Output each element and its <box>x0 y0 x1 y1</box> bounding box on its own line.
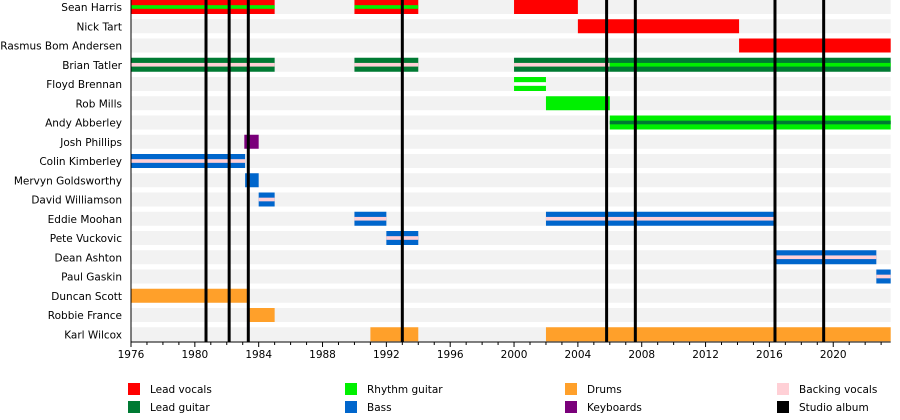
legend-label: Backing vocals <box>799 384 877 396</box>
row-background <box>131 0 891 14</box>
row-background <box>131 154 891 168</box>
row-background <box>131 96 891 111</box>
member-name: Paul Gaskin <box>61 272 122 284</box>
member-name: Floyd Brennan <box>46 79 122 91</box>
legend-swatch <box>565 401 577 413</box>
member-bar-stripe <box>258 197 275 202</box>
x-tick-label: 1988 <box>309 349 336 361</box>
row-background <box>131 19 891 34</box>
member-name: Robbie France <box>48 310 122 322</box>
member-name: David Williamson <box>31 195 122 207</box>
x-tick-label: 2000 <box>501 349 528 361</box>
member-name: Mervyn Goldsworthy <box>14 175 122 187</box>
member-bar-rhythm-guitar <box>545 96 610 111</box>
member-bar-drums <box>131 288 250 303</box>
row-background <box>131 269 891 284</box>
row-background <box>131 192 891 207</box>
legend-item-lead-vocals: Lead vocals <box>128 383 212 396</box>
row-background <box>131 77 891 91</box>
legend-item-studio-album: Studio album <box>777 401 869 414</box>
member-bar-lead-vocals <box>514 0 578 14</box>
member-name: Josh Phillips <box>59 137 122 149</box>
legend-label: Keyboards <box>587 402 642 414</box>
member-bar-keyboards <box>244 134 259 149</box>
member-bar-stripe <box>775 255 877 260</box>
x-tick-label: 1996 <box>437 349 464 361</box>
member-bar-drums <box>545 327 891 342</box>
x-tick-label: 2012 <box>692 349 719 361</box>
member-bar-stripe <box>354 216 387 221</box>
member-name: Colin Kimberley <box>39 156 122 168</box>
legend-swatch <box>777 383 789 395</box>
member-bar-stripe <box>354 5 419 9</box>
row-background <box>131 231 891 245</box>
member-bar-stripe <box>545 216 776 221</box>
row-background <box>131 38 891 53</box>
member-bar-drums <box>370 327 419 342</box>
member-bar-lead-vocals <box>739 38 891 53</box>
row-background <box>131 288 891 303</box>
member-bar-stripe <box>514 82 546 86</box>
member-name: Rob Mills <box>75 98 122 110</box>
member-name: Pete Vuckovic <box>50 233 122 245</box>
row-background <box>131 308 891 322</box>
legend-swatch <box>777 401 789 413</box>
x-tick-label: 2016 <box>756 349 783 361</box>
x-tick-label: 2004 <box>565 349 592 361</box>
legend-label: Rhythm guitar <box>367 384 443 396</box>
x-tick-label: 2008 <box>628 349 655 361</box>
legend-item-backing-vocals: Backing vocals <box>777 383 877 396</box>
legend-label: Studio album <box>799 402 869 414</box>
member-bar-lead-vocals <box>577 19 740 34</box>
member-name: Andy Abberley <box>45 118 122 130</box>
legend-label: Lead guitar <box>150 402 210 414</box>
legend-swatch <box>565 383 577 395</box>
legend-swatch <box>345 383 357 395</box>
member-bar-stripe <box>876 274 891 279</box>
member-bar-stripe <box>131 159 246 163</box>
legend-label: Bass <box>367 402 392 414</box>
member-bar-stripe <box>514 62 610 67</box>
legend-item-lead-guitar: Lead guitar <box>128 401 210 414</box>
member-name: Rasmus Bom Andersen <box>0 41 122 53</box>
member-bar-stripe <box>609 120 891 125</box>
legend-label: Lead vocals <box>150 384 212 396</box>
row-background <box>131 134 891 149</box>
legend-item-bass: Bass <box>345 401 392 414</box>
x-tick-label: 2020 <box>820 349 847 361</box>
row-background <box>131 173 891 188</box>
member-name: Nick Tart <box>76 21 122 33</box>
legend-item-rhythm-guitar: Rhythm guitar <box>345 383 443 396</box>
row-background <box>131 211 891 226</box>
member-name: Sean Harris <box>61 2 122 14</box>
legend-swatch <box>345 401 357 413</box>
member-name: Eddie Moohan <box>48 214 122 226</box>
legend-label: Drums <box>587 384 622 396</box>
member-bar-drums <box>249 308 275 322</box>
x-tick-label: 1980 <box>181 349 208 361</box>
legend-item-drums: Drums <box>565 383 622 396</box>
member-name: Duncan Scott <box>51 291 122 303</box>
member-bar-stripe <box>131 62 275 67</box>
x-tick-label: 1976 <box>118 349 145 361</box>
member-name: Brian Tatler <box>62 60 122 72</box>
member-name: Karl Wilcox <box>64 329 122 341</box>
x-tick-label: 1984 <box>245 349 272 361</box>
legend-item-keyboards: Keyboards <box>565 401 642 414</box>
x-tick-label: 1992 <box>373 349 400 361</box>
member-bar-stripe <box>131 5 275 9</box>
row-background <box>131 250 891 265</box>
member-name: Dean Ashton <box>55 252 122 264</box>
member-bar-stripe <box>354 62 419 67</box>
member-bar-stripe <box>609 62 891 67</box>
legend-swatch <box>128 401 140 413</box>
legend-swatch <box>128 383 140 395</box>
